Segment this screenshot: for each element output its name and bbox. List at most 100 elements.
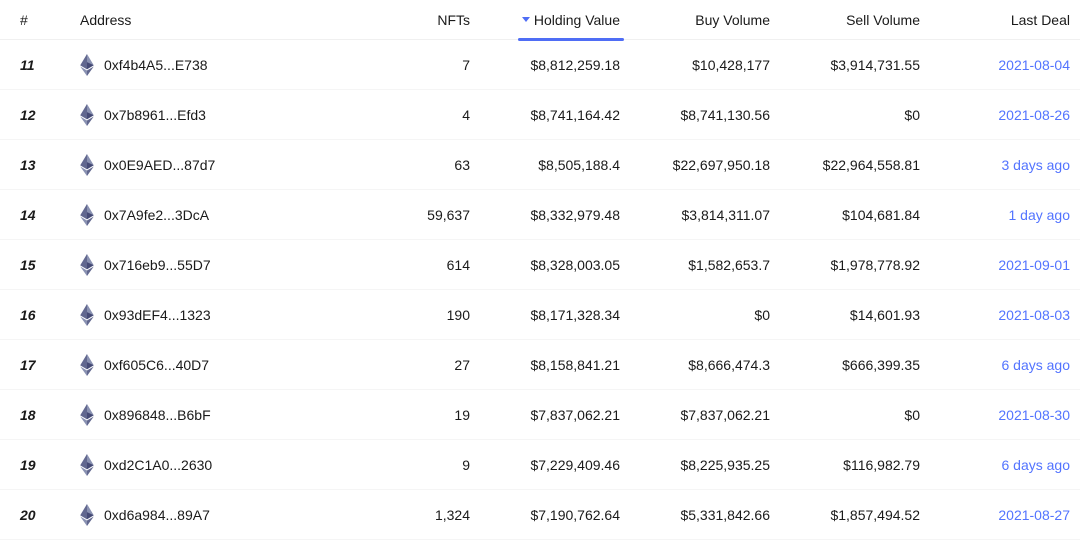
rank-cell: 14 xyxy=(20,207,80,223)
col-header-rank[interactable]: # xyxy=(20,12,80,28)
table-row[interactable]: 150x716eb9...55D7614$8,328,003.05$1,582,… xyxy=(0,240,1080,290)
ethereum-icon xyxy=(80,154,94,176)
holding-value-cell: $7,229,409.46 xyxy=(480,457,630,473)
col-header-holding-label: Holding Value xyxy=(534,12,620,28)
address-text: 0x7A9fe2...3DcA xyxy=(104,207,209,223)
col-header-buy-volume[interactable]: Buy Volume xyxy=(630,12,780,28)
holding-value-cell: $8,741,164.42 xyxy=(480,107,630,123)
col-header-last-deal[interactable]: Last Deal xyxy=(930,12,1070,28)
rank-cell: 19 xyxy=(20,457,80,473)
ethereum-icon xyxy=(80,204,94,226)
nfts-cell: 27 xyxy=(370,357,480,373)
nfts-cell: 190 xyxy=(370,307,480,323)
buy-volume-cell: $8,741,130.56 xyxy=(630,107,780,123)
table-row[interactable]: 110xf4b4A5...E7387$8,812,259.18$10,428,1… xyxy=(0,40,1080,90)
rank-cell: 11 xyxy=(20,57,80,73)
nfts-cell: 9 xyxy=(370,457,480,473)
table-row[interactable]: 20 0xd6a984...89A7 1,324$7,190,762.64$5,33… xyxy=(0,490,1080,540)
sell-volume-cell: $104,681.84 xyxy=(780,207,930,223)
rank-cell: 17 xyxy=(20,357,80,373)
table-row[interactable]: 14 0x7A9fe2...3DcA 59,637$8,332,979.48$3,8… xyxy=(0,190,1080,240)
table-row[interactable]: 16 0x93dEF4...1323 190$8,171,328.34$0$14,6… xyxy=(0,290,1080,340)
address-text: 0xd6a984...89A7 xyxy=(104,507,210,523)
address-cell[interactable]: 0xf605C6...40D7 xyxy=(80,354,370,376)
table-row[interactable]: 12 0x7b8961...Efd3 4$8,741,164.42$8,741,13… xyxy=(0,90,1080,140)
address-cell[interactable]: 0x896848...B6bF xyxy=(80,404,370,426)
address-text: 0xf605C6...40D7 xyxy=(104,357,209,373)
sell-volume-cell: $666,399.35 xyxy=(780,357,930,373)
col-header-address[interactable]: Address xyxy=(80,12,370,28)
address-text: 0x7b8961...Efd3 xyxy=(104,107,206,123)
table-header-row: # Address NFTs Holding Value Buy Volume … xyxy=(0,0,1080,40)
rank-cell: 16 xyxy=(20,307,80,323)
holding-value-cell: $7,190,762.64 xyxy=(480,507,630,523)
nfts-cell: 7 xyxy=(370,57,480,73)
holding-value-cell: $8,158,841.21 xyxy=(480,357,630,373)
sell-volume-cell: $116,982.79 xyxy=(780,457,930,473)
nfts-cell: 63 xyxy=(370,157,480,173)
holding-value-cell: $8,812,259.18 xyxy=(480,57,630,73)
address-cell[interactable]: 0xf4b4A5...E738 xyxy=(80,54,370,76)
col-header-holding-value[interactable]: Holding Value xyxy=(480,9,630,30)
last-deal-link[interactable]: 1 day ago xyxy=(930,207,1070,223)
table-row[interactable]: 180x896848...B6bF19$7,837,062.21$7,837,0… xyxy=(0,390,1080,440)
holding-value-cell: $8,505,188.4 xyxy=(480,157,630,173)
sell-volume-cell: $0 xyxy=(780,407,930,423)
ethereum-icon xyxy=(80,354,94,376)
table-row[interactable]: 190xd2C1A0...26309$7,229,409.46$8,225,93… xyxy=(0,440,1080,490)
col-header-sell-volume[interactable]: Sell Volume xyxy=(780,12,930,28)
last-deal-link[interactable]: 3 days ago xyxy=(930,157,1070,173)
address-cell[interactable]: 0xd6a984...89A7 xyxy=(80,504,370,526)
sell-volume-cell: $22,964,558.81 xyxy=(780,157,930,173)
table-row[interactable]: 17 0xf605C6...40D7 27$8,158,841.21$8,666,4… xyxy=(0,340,1080,390)
nfts-cell: 4 xyxy=(370,107,480,123)
col-header-nfts[interactable]: NFTs xyxy=(370,12,480,28)
address-text: 0x93dEF4...1323 xyxy=(104,307,211,323)
address-cell[interactable]: 0x7b8961...Efd3 xyxy=(80,104,370,126)
ethereum-icon xyxy=(80,504,94,526)
holders-table: # Address NFTs Holding Value Buy Volume … xyxy=(0,0,1080,540)
ethereum-icon xyxy=(80,454,94,476)
holding-value-cell: $7,837,062.21 xyxy=(480,407,630,423)
last-deal-link[interactable]: 6 days ago xyxy=(930,357,1070,373)
last-deal-link[interactable]: 2021-08-03 xyxy=(930,307,1070,323)
buy-volume-cell: $1,582,653.7 xyxy=(630,257,780,273)
address-cell[interactable]: 0x716eb9...55D7 xyxy=(80,254,370,276)
ethereum-icon xyxy=(80,54,94,76)
buy-volume-cell: $7,837,062.21 xyxy=(630,407,780,423)
address-text: 0xf4b4A5...E738 xyxy=(104,57,208,73)
rank-cell: 12 xyxy=(20,107,80,123)
buy-volume-cell: $8,666,474.3 xyxy=(630,357,780,373)
sell-volume-cell: $1,978,778.92 xyxy=(780,257,930,273)
nfts-cell: 59,637 xyxy=(370,207,480,223)
ethereum-icon xyxy=(80,254,94,276)
address-cell[interactable]: 0xd2C1A0...2630 xyxy=(80,454,370,476)
buy-volume-cell: $5,331,842.66 xyxy=(630,507,780,523)
sell-volume-cell: $1,857,494.52 xyxy=(780,507,930,523)
buy-volume-cell: $0 xyxy=(630,307,780,323)
nfts-cell: 19 xyxy=(370,407,480,423)
address-cell[interactable]: 0x0E9AED...87d7 xyxy=(80,154,370,176)
holding-value-cell: $8,171,328.34 xyxy=(480,307,630,323)
last-deal-link[interactable]: 2021-08-26 xyxy=(930,107,1070,123)
ethereum-icon xyxy=(80,304,94,326)
address-cell[interactable]: 0x93dEF4...1323 xyxy=(80,304,370,326)
table-row[interactable]: 130x0E9AED...87d763$8,505,188.4$22,697,9… xyxy=(0,140,1080,190)
holding-value-cell: $8,332,979.48 xyxy=(480,207,630,223)
sort-underline xyxy=(518,38,624,41)
ethereum-icon xyxy=(80,404,94,426)
sell-volume-cell: $14,601.93 xyxy=(780,307,930,323)
rank-cell: 20 xyxy=(20,507,80,523)
last-deal-link[interactable]: 2021-08-27 xyxy=(930,507,1070,523)
holding-value-cell: $8,328,003.05 xyxy=(480,257,630,273)
address-text: 0x0E9AED...87d7 xyxy=(104,157,215,173)
address-cell[interactable]: 0x7A9fe2...3DcA xyxy=(80,204,370,226)
last-deal-link[interactable]: 6 days ago xyxy=(930,457,1070,473)
last-deal-link[interactable]: 2021-08-30 xyxy=(930,407,1070,423)
last-deal-link[interactable]: 2021-09-01 xyxy=(930,257,1070,273)
last-deal-link[interactable]: 2021-08-04 xyxy=(930,57,1070,73)
nfts-cell: 1,324 xyxy=(370,507,480,523)
address-text: 0x896848...B6bF xyxy=(104,407,211,423)
sell-volume-cell: $0 xyxy=(780,107,930,123)
buy-volume-cell: $3,814,311.07 xyxy=(630,207,780,223)
